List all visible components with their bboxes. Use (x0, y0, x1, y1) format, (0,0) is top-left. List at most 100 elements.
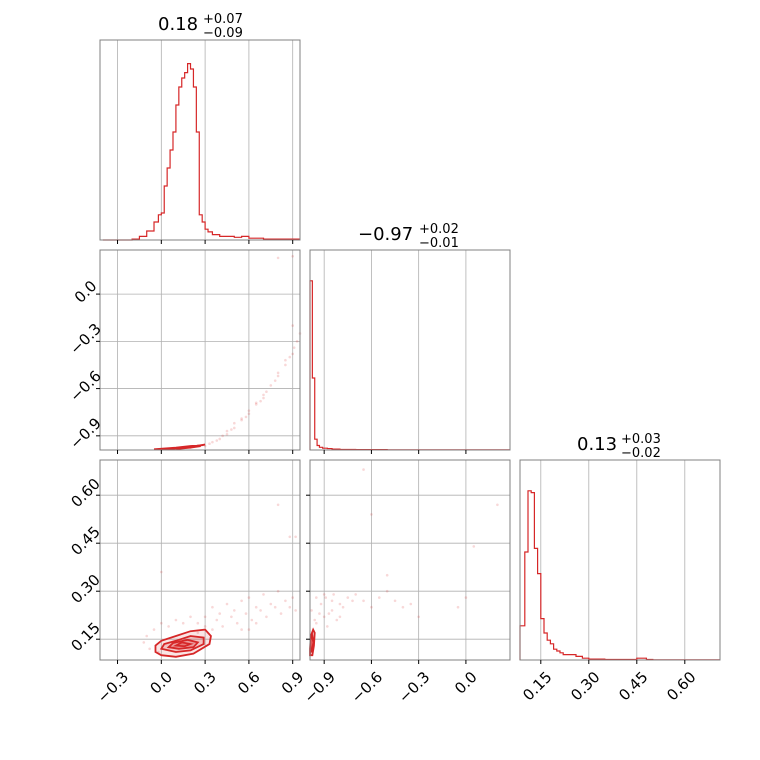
y-tick-label: 0.30 (67, 571, 103, 607)
sample-point (276, 256, 280, 260)
sample-point (385, 573, 389, 577)
panel-scatter-param2-param3: −0.9 −0.6 −0.3 0.0 (300, 459, 511, 707)
sample-point (189, 615, 192, 619)
sample-point (341, 605, 345, 609)
sample-point (221, 434, 224, 438)
sample-point (327, 612, 331, 615)
sample-point (265, 615, 268, 619)
sample-point (273, 605, 277, 609)
sample-point (284, 363, 287, 367)
sample-point (203, 625, 207, 628)
sample-point (247, 409, 251, 412)
sample-point (250, 618, 254, 622)
density-contour (166, 638, 200, 650)
sample-point (319, 602, 323, 606)
sample-point (276, 503, 280, 507)
title-param2-minus: −0.01 (419, 236, 459, 251)
sample-point (244, 612, 248, 615)
sample-point (203, 615, 207, 619)
sample-point (254, 621, 258, 625)
sample-point (276, 589, 280, 593)
sample-point (284, 358, 287, 362)
x-tick-label: 0.60 (663, 668, 699, 704)
sample-point (160, 621, 163, 625)
sample-point (240, 418, 243, 422)
sample-point (295, 340, 299, 343)
x-tick-label: 0.15 (519, 668, 555, 704)
title-param2: −0.97 +0.02 −0.01 (358, 222, 459, 251)
sample-point (346, 596, 350, 599)
sample-point (393, 599, 397, 603)
sample-point (152, 628, 156, 631)
sample-point (215, 618, 219, 622)
sample-point (218, 437, 222, 441)
title-param2-median: −0.97 (358, 224, 413, 245)
sample-point (225, 432, 229, 436)
panel-frame (99, 39, 301, 241)
density-contour (309, 632, 315, 655)
sample-point (196, 631, 200, 635)
x-tick-label: 0.0 (146, 668, 176, 698)
panel-scatter-param1-param3: −0.3 0.0 0.3 0.6 0.90.150.300.450.60 (67, 459, 307, 707)
sample-point (417, 615, 420, 619)
sample-point (259, 399, 262, 403)
sample-point (313, 618, 317, 622)
sample-point (142, 641, 146, 644)
panel-frame (99, 249, 301, 451)
sample-point (314, 596, 318, 599)
sample-point (291, 324, 295, 327)
sample-point (211, 628, 214, 631)
sample-point (167, 625, 170, 628)
title-param3-minus: −0.02 (621, 446, 661, 461)
sample-point (294, 609, 297, 612)
sample-point (240, 628, 243, 631)
sample-point (291, 254, 295, 258)
sample-point (254, 605, 258, 609)
sample-point (464, 596, 468, 599)
sample-point (401, 605, 405, 609)
panel-hist-param2 (309, 249, 511, 454)
sample-point (288, 355, 292, 359)
sample-point (265, 390, 268, 394)
sample-point (208, 442, 211, 446)
sample-point (221, 625, 224, 628)
x-tick-label: 0.0 (451, 668, 481, 698)
sample-point (279, 612, 283, 615)
sample-point (288, 605, 292, 609)
sample-point (262, 393, 265, 397)
sample-point (230, 615, 233, 619)
sample-point (314, 621, 318, 625)
sample-point (472, 545, 476, 548)
sample-point (377, 596, 381, 599)
x-tick-label: −0.9 (300, 668, 338, 706)
sample-point (254, 403, 258, 406)
x-tick-label: 0.3 (190, 668, 220, 698)
title-param1-median: 0.18 (158, 14, 198, 35)
sample-point (233, 421, 236, 425)
sample-point (233, 609, 236, 612)
sample-point (160, 570, 163, 574)
sample-point (318, 612, 321, 615)
sample-point (335, 618, 339, 622)
sample-point (351, 599, 354, 603)
title-param3-median: 0.13 (577, 434, 617, 455)
histogram-step (102, 63, 300, 241)
y-tick-label: −0.3 (66, 320, 104, 358)
sample-point (262, 396, 265, 400)
sample-point (225, 602, 229, 606)
title-param3-plus: +0.03 (621, 432, 661, 447)
title-param3: 0.13 +0.03 −0.02 (577, 432, 661, 461)
sample-point (456, 605, 460, 609)
y-tick-label: 0.0 (71, 277, 101, 307)
sample-point (247, 412, 251, 416)
y-tick-label: 0.15 (67, 619, 103, 655)
panel-frame (309, 459, 511, 661)
sample-point (322, 593, 326, 596)
sample-point (240, 599, 243, 603)
sample-point (240, 417, 243, 420)
sample-point (262, 593, 265, 596)
sample-point (247, 628, 251, 631)
sample-point (332, 593, 335, 596)
sample-point (181, 621, 185, 625)
